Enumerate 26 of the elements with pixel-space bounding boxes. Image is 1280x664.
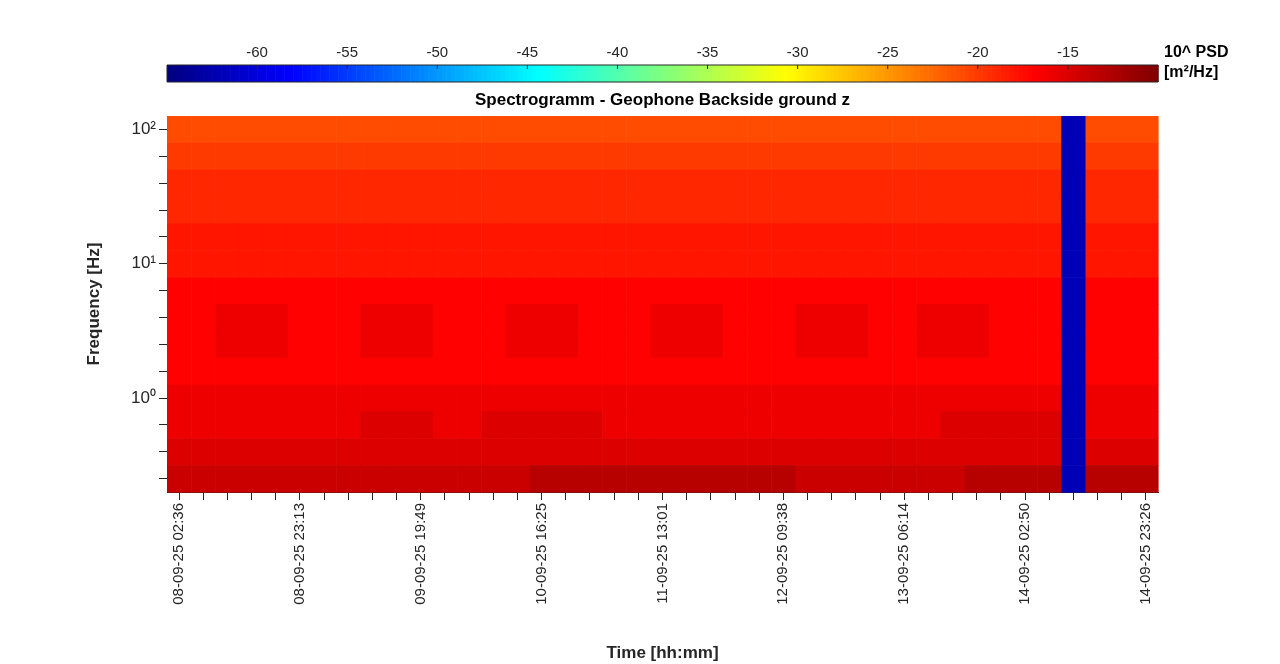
color-bar-label: -40	[606, 42, 629, 60]
x-tick-label: 11-09-25 13:01	[652, 503, 670, 604]
color-bar-label: -25	[876, 42, 899, 60]
color-bar-label: -50	[426, 42, 449, 60]
x-tick-label: 14-09-25 02:50	[1015, 503, 1033, 605]
x-tick-label: 09-09-25 19:49	[410, 503, 428, 605]
x-axis-title: Time [hh:mm]	[606, 643, 719, 663]
x-tick-label: 12-09-25 09:38	[773, 503, 791, 605]
x-tick-label: 13-09-25 06:14	[894, 503, 912, 605]
color-bar-label: -60	[246, 42, 268, 60]
x-tick-label: 14-09-25 23:26	[1136, 503, 1154, 605]
x-tick-label: 10-09-25 16:25	[531, 503, 549, 605]
color-bar-label: -30	[786, 42, 809, 60]
y-tick-label: 10¹	[131, 253, 157, 273]
color-bar-label: -15	[1057, 42, 1079, 60]
x-tick-label: 08-09-25 02:36	[169, 503, 187, 605]
color-bar-label: -20	[966, 42, 989, 60]
y-axis-title: Frequency [Hz]	[83, 242, 103, 366]
color-bar-title: 10^ PSD [m²/Hz]	[1164, 42, 1230, 82]
chart-title: Spectrogramm - Geophone Backside ground z	[474, 90, 851, 110]
color-bar-label: -45	[516, 42, 539, 60]
color-bar-label: -35	[696, 42, 719, 60]
x-tick-label: 08-09-25 23:13	[290, 503, 308, 605]
y-tick-label: 10²	[131, 119, 157, 139]
color-bar-label: -55	[336, 42, 359, 60]
y-tick-label: 10⁰	[131, 387, 156, 407]
